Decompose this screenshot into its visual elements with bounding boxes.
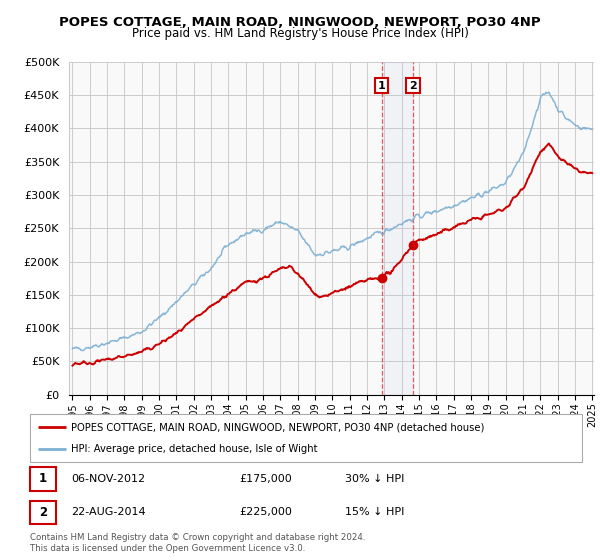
- Text: 15% ↓ HPI: 15% ↓ HPI: [344, 507, 404, 517]
- Text: 2: 2: [39, 506, 47, 519]
- Text: Price paid vs. HM Land Registry's House Price Index (HPI): Price paid vs. HM Land Registry's House …: [131, 27, 469, 40]
- Bar: [30, 468, 56, 491]
- Text: 06-NOV-2012: 06-NOV-2012: [71, 474, 146, 484]
- Text: Contains HM Land Registry data © Crown copyright and database right 2024.
This d: Contains HM Land Registry data © Crown c…: [30, 533, 365, 553]
- Bar: [382, 62, 413, 395]
- Text: 1: 1: [39, 473, 47, 486]
- Text: 30% ↓ HPI: 30% ↓ HPI: [344, 474, 404, 484]
- Text: £175,000: £175,000: [240, 474, 293, 484]
- Text: £225,000: £225,000: [240, 507, 293, 517]
- Text: POPES COTTAGE, MAIN ROAD, NINGWOOD, NEWPORT, PO30 4NP (detached house): POPES COTTAGE, MAIN ROAD, NINGWOOD, NEWP…: [71, 422, 485, 432]
- Text: HPI: Average price, detached house, Isle of Wight: HPI: Average price, detached house, Isle…: [71, 444, 318, 454]
- Text: 22-AUG-2014: 22-AUG-2014: [71, 507, 146, 517]
- Text: 2: 2: [409, 81, 417, 91]
- Text: POPES COTTAGE, MAIN ROAD, NINGWOOD, NEWPORT, PO30 4NP: POPES COTTAGE, MAIN ROAD, NINGWOOD, NEWP…: [59, 16, 541, 29]
- Bar: [30, 501, 56, 524]
- Text: 1: 1: [378, 81, 386, 91]
